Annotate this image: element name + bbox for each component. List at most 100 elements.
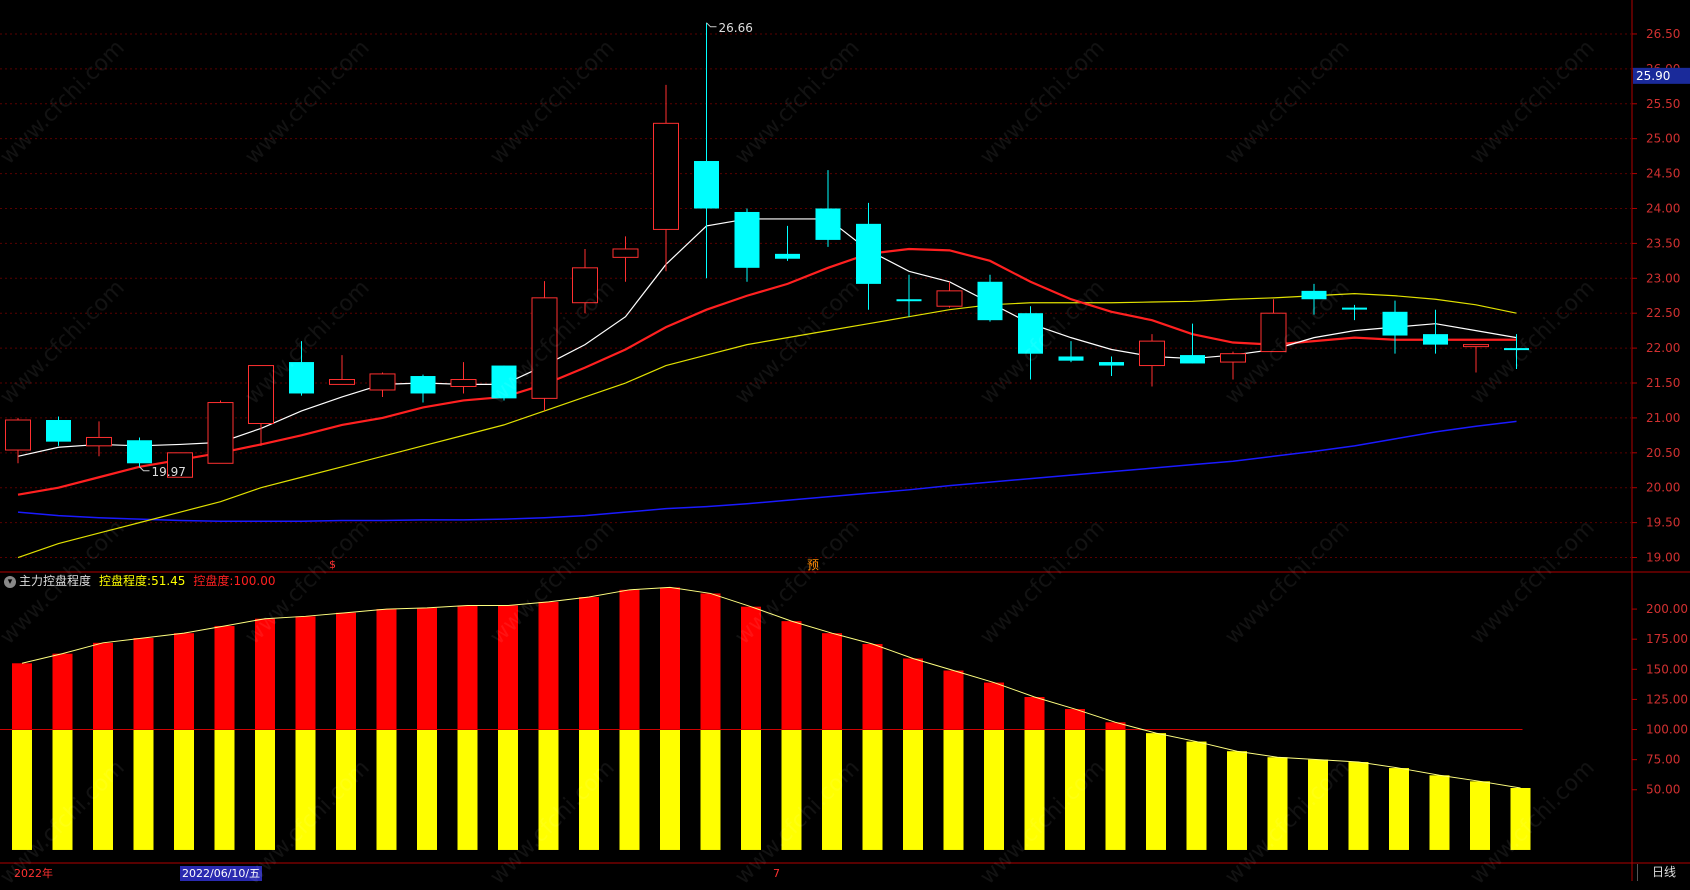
indicator-bar-excess (538, 601, 559, 730)
indicator-bar (52, 653, 73, 850)
high-marker (706, 22, 717, 28)
indicator-bar-excess (255, 618, 275, 730)
indicator-bar-excess (1024, 697, 1045, 730)
candle-body (5, 419, 31, 451)
candle-body (1504, 348, 1529, 351)
indicator-bar-base (862, 729, 883, 850)
indicator-bar (1429, 775, 1450, 850)
candle-body (612, 248, 639, 258)
indicator-bar-excess (984, 682, 1004, 730)
indicator-bar (1146, 733, 1166, 850)
indicator-name[interactable]: 主力控盘程度 (19, 574, 92, 588)
candle (572, 248, 598, 314)
price-tick-label: 21.00 (1646, 411, 1680, 425)
candle (1180, 323, 1205, 364)
price-tick-label: 26.50 (1646, 27, 1680, 41)
candle-body (1463, 344, 1489, 348)
candle-body (289, 362, 314, 394)
candle (329, 355, 355, 385)
indicator-bar-excess (700, 593, 721, 730)
low-label: 19.97 (152, 465, 186, 479)
period-selector-button[interactable]: 日线 (1637, 864, 1690, 881)
candle-body (369, 373, 396, 391)
indicator-bar-base (781, 729, 802, 850)
candle-body (1099, 362, 1124, 366)
candle (1463, 344, 1489, 373)
candle (410, 374, 436, 403)
candle-body (86, 436, 112, 447)
indicator-bar (660, 587, 680, 850)
indicator-bar-base (619, 729, 640, 850)
candlestick-series (5, 22, 1529, 478)
candle (856, 202, 881, 310)
indicator-bar-base (1348, 762, 1369, 850)
indicator-bar-base (1429, 775, 1450, 850)
indicator-axis: 200.00 175.00 150.00 125.00 100.00 75.00 50.00 (1632, 602, 1688, 797)
indicator-bar (457, 605, 478, 850)
candle-body (1220, 353, 1246, 363)
indicator-bar-base (376, 729, 397, 850)
indicator-bar-base (1186, 741, 1207, 850)
indicator-bar-excess (376, 609, 397, 730)
indicator-bar-base (822, 729, 842, 850)
ma5-line (17, 218, 1517, 457)
price-tick-label: 20.00 (1646, 481, 1680, 495)
indicator-bar-excess (52, 653, 73, 730)
indicator-bar-base (295, 729, 316, 850)
indicator-bar-excess (498, 605, 518, 730)
indicator-bar-base (943, 729, 964, 850)
indicator-bar (1308, 759, 1328, 850)
indicator-bar-excess (579, 597, 599, 730)
indicator-bar-base (1267, 757, 1288, 850)
candle (612, 236, 639, 282)
candle-body (207, 402, 234, 464)
indicator-bar-excess (457, 605, 478, 730)
candle (1139, 334, 1165, 387)
indicator-bar-base (1105, 729, 1126, 850)
indicator-bar-base (457, 729, 478, 850)
low-marker (139, 466, 150, 472)
indicator-bar-excess (295, 616, 316, 730)
candle-body (977, 281, 1003, 321)
price-axis: 26.5026.0025.5025.0024.5024.0023.5023.00… (1632, 27, 1690, 565)
indicator-bar (619, 589, 640, 850)
indicator-bar-excess (174, 633, 194, 730)
candle (167, 452, 193, 478)
indicator-bar-excess (903, 658, 923, 730)
indicator-bar (741, 606, 761, 850)
indicator-bar-excess (660, 587, 680, 730)
legend-label-1: 控盘程度: (99, 574, 152, 588)
candle (896, 274, 922, 317)
indicator-bar (1470, 781, 1490, 850)
moving-averages (17, 218, 1517, 559)
indicator-bar-excess (214, 625, 235, 730)
candle-body (1058, 356, 1084, 361)
current-price-label: 25.90 (1636, 69, 1670, 83)
indicator-bar (781, 621, 802, 850)
chevron-down-icon[interactable]: ▾ (4, 575, 16, 588)
indicator-bar-excess (781, 621, 802, 730)
price-tick-label: 25.00 (1646, 132, 1680, 146)
indicator-bar (1105, 722, 1126, 850)
high-label: 26.66 (719, 21, 753, 35)
candle (1301, 283, 1327, 315)
indicator-legend: ▾ 主力控盘程度 控盘程度:51.45 控盘度:100.00 (4, 572, 275, 589)
indicator-tick-label: 100.00 (1646, 723, 1688, 737)
indicator-bar (984, 682, 1004, 850)
indicator-bar (1186, 741, 1207, 850)
candle (1423, 309, 1448, 354)
indicator-bar (417, 607, 437, 850)
candle-body (734, 211, 760, 268)
price-tick-label: 23.00 (1646, 271, 1680, 285)
indicator-bar-excess (619, 589, 640, 730)
indicator-bar (700, 593, 721, 850)
candle-body (572, 267, 598, 304)
candle-body (694, 161, 719, 209)
candle (491, 365, 517, 401)
indicator-bar-base (1146, 733, 1166, 850)
candle (1099, 356, 1124, 377)
indicator-tick-label: 150.00 (1646, 662, 1688, 676)
price-tick-label: 25.50 (1646, 97, 1680, 111)
indicator-bar (1024, 697, 1045, 850)
